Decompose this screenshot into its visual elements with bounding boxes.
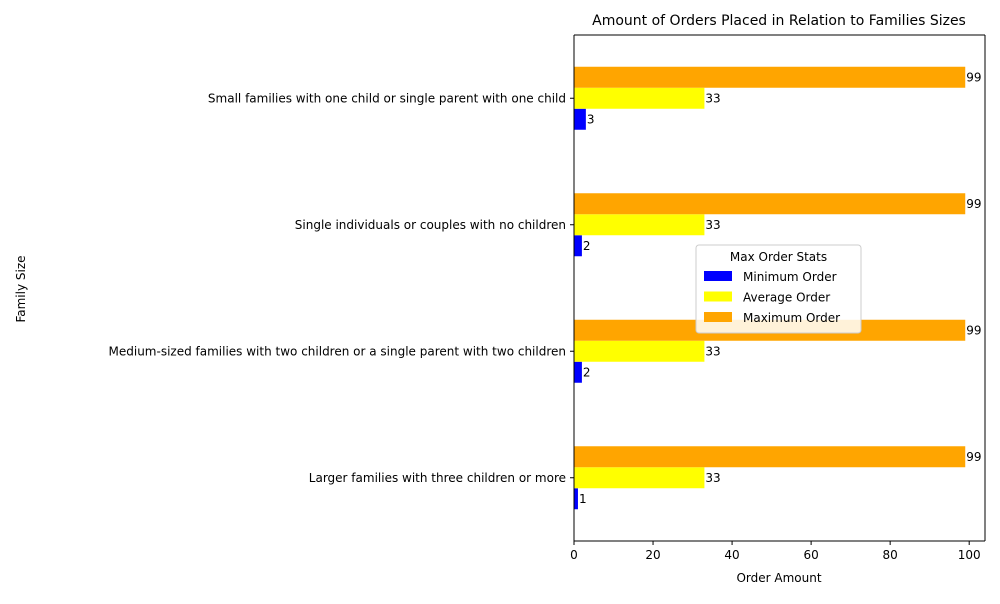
bar [574,87,705,109]
bar-value-label: 99 [966,450,981,464]
bar-value-label: 99 [966,197,981,211]
bar-value-label: 1 [579,492,587,506]
bar [574,361,582,383]
x-axis-label: Order Amount [736,571,821,585]
bar-value-label: 2 [583,365,591,379]
x-tick-label: 80 [883,548,898,562]
bar-value-label: 33 [705,218,720,232]
y-tick-label: Small families with one child or single … [208,91,566,105]
bar [574,235,582,257]
bar [574,467,705,489]
bar [574,446,966,468]
bar-value-label: 33 [705,471,720,485]
legend-entry-label: Average Order [743,291,830,305]
y-tick-label: Larger families with three children or m… [309,471,566,485]
x-tick-label: 60 [803,548,818,562]
x-tick-label: 20 [645,548,660,562]
legend-swatch [704,312,732,322]
y-tick-label: Single individuals or couples with no ch… [295,218,566,232]
bar [574,340,705,362]
axes-layer: Larger families with three children or m… [109,34,986,562]
bar-value-label: 33 [705,344,720,358]
chart-title: Amount of Orders Placed in Relation to F… [592,13,966,29]
x-tick-label: 0 [570,548,578,562]
bar-value-label: 33 [705,91,720,105]
bar [574,108,586,130]
bar-value-label: 99 [966,70,981,84]
legend-entry-label: Minimum Order [743,270,837,284]
y-tick-label: Medium-sized families with two children … [109,344,566,358]
y-axis-label: Family Size [14,255,28,322]
bar [574,488,578,510]
legend-swatch [704,271,732,281]
x-tick-label: 100 [958,548,981,562]
bar-value-label: 3 [587,112,595,126]
bar [574,214,705,236]
legend-entry-label: Maximum Order [743,311,840,325]
bar-value-label: 99 [966,323,981,337]
legend-swatch [704,291,732,302]
legend-box [695,244,862,334]
bar-value-label: 2 [583,239,591,253]
legend-title: Max Order Stats [730,250,827,264]
x-tick-label: 40 [724,548,739,562]
bar [574,66,966,88]
legend: Max Order Stats Minimum Order Average Orde… [695,244,862,334]
bar [574,193,966,215]
